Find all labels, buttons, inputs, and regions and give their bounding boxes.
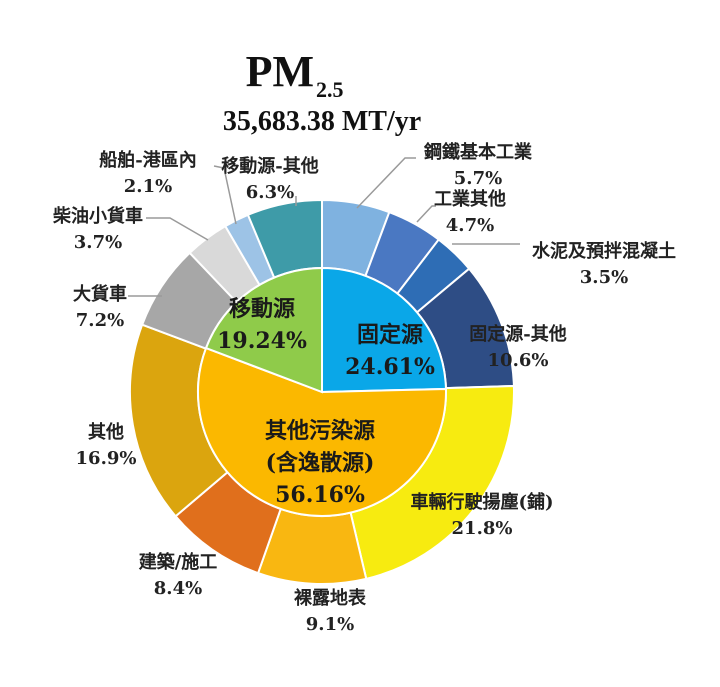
outer-label-name-11: 移動源-其他 [221, 155, 318, 177]
outer-label-name-4: 車輛行駛揚塵(鋪) [410, 491, 553, 513]
chart-title: PM 2.5 35,683.38 MT/yr [223, 47, 421, 137]
inner-slice-1 [197, 346, 447, 517]
outer-label-value-11: 6.3% [246, 182, 294, 203]
outer-label-value-2: 3.5% [580, 267, 628, 288]
outer-label-value-7: 16.9% [76, 448, 137, 469]
inner-label-2-1: 56.16% [275, 482, 365, 508]
outer-label-name-2: 水泥及預拌混凝土 [532, 240, 676, 262]
title-total: 35,683.38 MT/yr [223, 106, 421, 137]
inner-labels: 固定源 24.61% 其他污染源 (含逸散源) 56.16% 移動源 19.24% [217, 296, 435, 508]
inner-ring [197, 266, 447, 517]
outer-label-value-5: 9.1% [306, 614, 354, 635]
title-main: PM [246, 47, 314, 96]
outer-label-name-5: 裸露地表 [294, 587, 367, 609]
title-subscript: 2.5 [316, 77, 344, 102]
leader-lines [128, 157, 520, 297]
outer-label-name-1: 工業其他 [434, 188, 506, 210]
outer-label-name-7: 其他 [88, 421, 124, 443]
inner-label-0-0: 固定源 [357, 322, 423, 348]
outer-label-value-9: 3.7% [74, 232, 122, 253]
inner-label-0-2: 移動源 [229, 296, 295, 322]
inner-label-0-1: 其他污染源 [265, 418, 375, 444]
leader-line-9 [146, 217, 209, 241]
outer-label-name-9: 柴油小貨車 [52, 205, 143, 227]
inner-slice-2 [204, 266, 323, 394]
outer-label-value-0: 5.7% [454, 168, 502, 189]
outer-label-name-8: 大貨車 [73, 283, 127, 305]
leader-line-10 [213, 165, 237, 225]
inner-slice-0 [321, 266, 447, 394]
outer-label-value-10: 2.1% [124, 176, 172, 197]
leader-line-1 [416, 205, 436, 223]
outer-labels: 鋼鐵基本工業 5.7%工業其他 4.7% 水泥及預拌混凝土 3.5% 固定源-其他 10.6… [52, 141, 676, 635]
outer-label-name-6: 建築/施工 [139, 551, 218, 573]
outer-label-value-6: 8.4% [154, 578, 202, 599]
outer-label-value-4: 21.8% [452, 518, 513, 539]
outer-label-value-1: 4.7% [446, 215, 494, 236]
outer-label-name-0: 鋼鐵基本工業 [423, 141, 533, 163]
outer-label-value-3: 10.6% [488, 350, 549, 371]
outer-label-name-10: 船舶-港區內 [99, 149, 196, 171]
inner-label-1-2: 19.24% [217, 328, 307, 354]
outer-label-name-3: 固定源-其他 [469, 323, 566, 345]
inner-label-1-1: (含逸散源) [266, 450, 375, 476]
leader-line-0 [356, 157, 416, 209]
inner-label-1-0: 24.61% [345, 354, 435, 380]
outer-label-value-8: 7.2% [76, 310, 124, 331]
